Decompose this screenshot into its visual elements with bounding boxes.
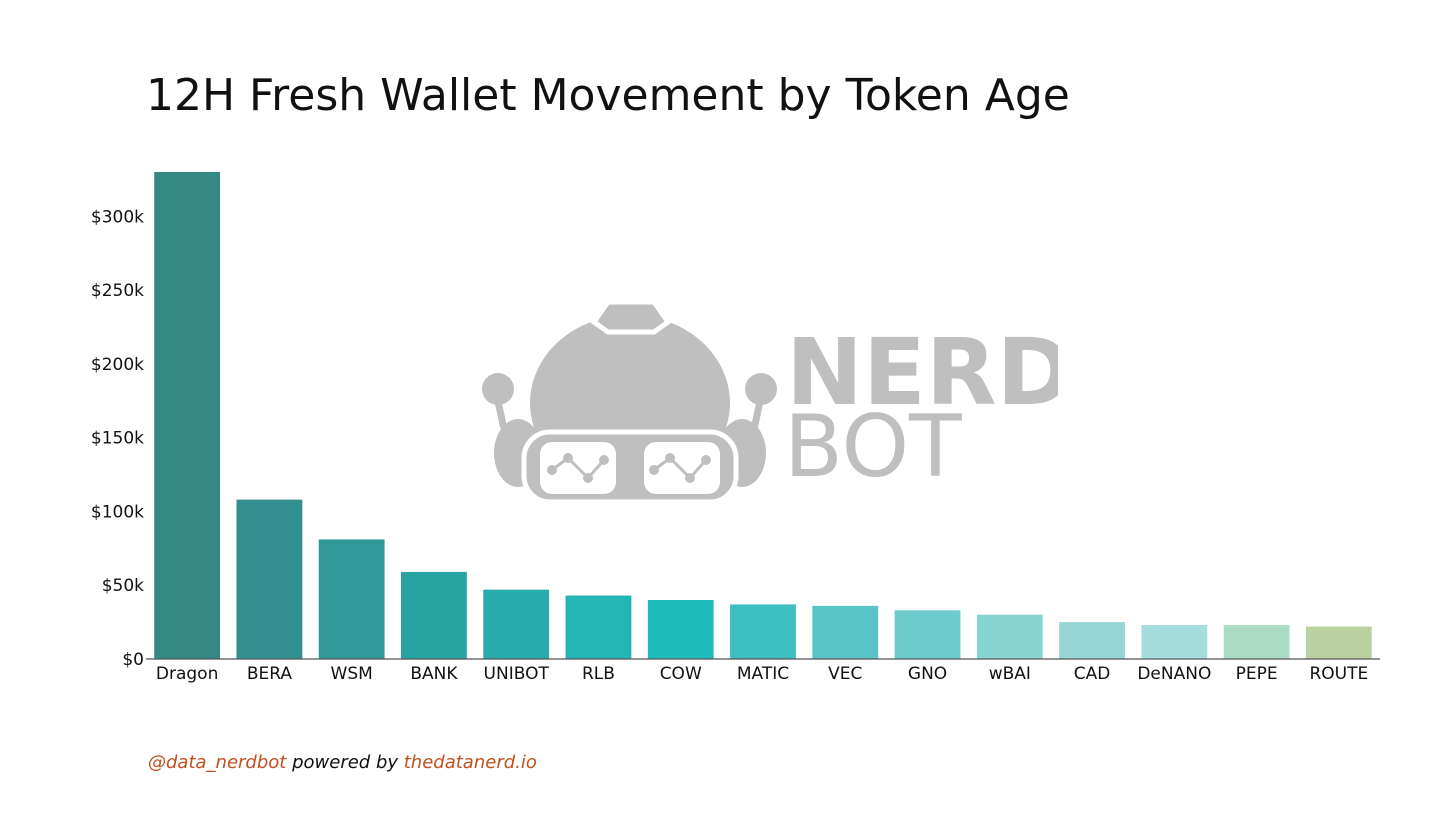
y-tick-label: $100k bbox=[91, 502, 144, 522]
bar-cad bbox=[1059, 622, 1125, 659]
x-tick-label: UNIBOT bbox=[484, 664, 550, 684]
y-tick-label: $300k bbox=[91, 207, 144, 227]
x-tick-label: wBAI bbox=[989, 664, 1031, 684]
bar-pepe bbox=[1223, 625, 1290, 659]
watermark-bot-text: BOT bbox=[784, 397, 962, 497]
bar-dragon bbox=[154, 172, 221, 659]
x-tick-label: COW bbox=[660, 664, 702, 684]
footer-handle[interactable]: @data_nerdbot bbox=[148, 752, 287, 773]
y-tick-label: $200k bbox=[91, 355, 144, 375]
bar-gno bbox=[894, 610, 961, 659]
x-tick-label: MATIC bbox=[737, 664, 789, 684]
x-tick-label: DeNANO bbox=[1137, 664, 1211, 684]
x-tick-label: BANK bbox=[410, 664, 458, 684]
bar-vec bbox=[812, 605, 879, 659]
x-tick-label: WSM bbox=[331, 664, 373, 684]
watermark-nerd-text: NERD bbox=[786, 319, 1058, 426]
bar-bank bbox=[401, 571, 467, 659]
y-tick-label: $50k bbox=[102, 576, 144, 596]
footer-powered-text: powered by bbox=[286, 752, 404, 773]
y-axis: $0 $50k $100k $150k $200k $250k $300k bbox=[91, 207, 144, 670]
bar-rlb bbox=[565, 595, 632, 659]
nerdbot-watermark: NERD BOT bbox=[482, 299, 1058, 503]
x-axis-labels: Dragon BERA WSM BANK UNIBOT RLB COW MATIC VEC GNO… bbox=[156, 664, 1368, 684]
bar-wbai bbox=[976, 614, 1043, 659]
y-tick-label: $250k bbox=[91, 281, 144, 301]
x-tick-label: RLB bbox=[582, 664, 615, 684]
x-tick-label: ROUTE bbox=[1309, 664, 1368, 684]
x-tick-label: GNO bbox=[908, 664, 947, 684]
x-tick-label: PEPE bbox=[1236, 664, 1278, 684]
bar-matic bbox=[730, 604, 796, 659]
x-tick-label: BERA bbox=[247, 664, 293, 684]
bar-wsm bbox=[318, 539, 385, 659]
chart-title: 12H Fresh Wallet Movement by Token Age bbox=[146, 70, 1070, 121]
robot-logo-icon bbox=[482, 299, 777, 503]
footer-credit: @data_nerdbot powered by thedatanerd.io bbox=[148, 752, 537, 773]
bar-bera bbox=[236, 499, 303, 659]
bar-denano bbox=[1141, 625, 1208, 659]
bar-cow bbox=[647, 599, 714, 659]
y-tick-label: $150k bbox=[91, 429, 144, 449]
x-tick-label: Dragon bbox=[156, 664, 218, 684]
bars-group bbox=[154, 172, 1372, 659]
y-tick-label: $0 bbox=[122, 650, 144, 670]
x-tick-label: VEC bbox=[828, 664, 862, 684]
x-tick-label: CAD bbox=[1074, 664, 1111, 684]
footer-site-link[interactable]: thedatanerd.io bbox=[403, 752, 537, 773]
bar-unibot bbox=[483, 589, 550, 659]
bar-route bbox=[1305, 626, 1372, 659]
